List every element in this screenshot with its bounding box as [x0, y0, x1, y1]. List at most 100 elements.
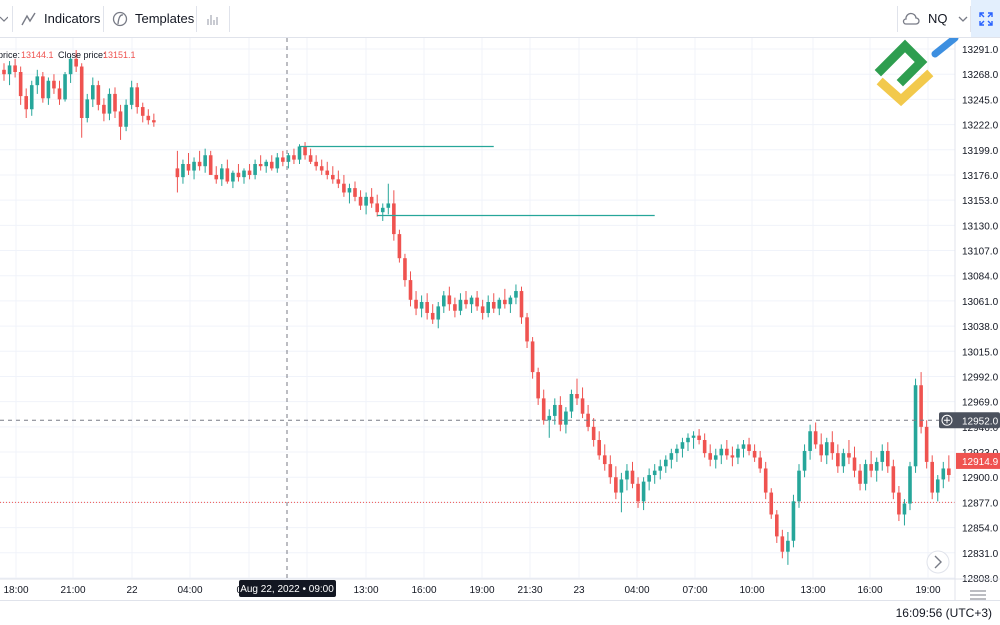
candle-body [29, 85, 34, 110]
toolbar-divider [897, 6, 898, 32]
candle-body [175, 168, 180, 178]
candle-body [486, 302, 490, 313]
candle-body [586, 413, 590, 427]
candle-body [135, 87, 139, 108]
candle-body [475, 297, 479, 307]
candle-body [491, 302, 496, 309]
candle-body [342, 183, 346, 193]
add-level-icon [941, 414, 953, 426]
candle-body [336, 179, 341, 184]
candle-body [236, 172, 241, 178]
crosshair-time-label: Aug 22, 2022 • 09:00 [240, 584, 334, 595]
candle-body [220, 168, 224, 180]
candle-body [525, 317, 529, 342]
candle-body [140, 107, 145, 116]
candle-body [658, 466, 663, 471]
price-axis[interactable]: 13291.0 13268.0 13245.0 13222.0 13199.0 13176… [954, 38, 999, 600]
crosshair-price-label: 12952.0 [962, 416, 999, 427]
candle-body [208, 155, 213, 175]
templates-button[interactable]: Templates [111, 0, 194, 37]
candle-body [7, 65, 12, 75]
axis-settings-icon [970, 590, 986, 600]
candle-body [74, 58, 78, 67]
candle-body [447, 295, 452, 305]
candle-body [730, 455, 735, 458]
candle-body [408, 280, 413, 300]
candle-body [619, 479, 624, 493]
indicators-button[interactable]: Indicators [20, 0, 100, 37]
candle-body [13, 65, 17, 72]
candle-body [264, 161, 268, 167]
candlestick-chart[interactable]: 13291.0 13268.0 13245.0 13222.0 13199.0 13176… [0, 34, 1000, 600]
candle-body [863, 464, 868, 484]
x-tick-label: 19:00 [469, 585, 494, 596]
candle-body [519, 291, 524, 318]
candle-body [608, 464, 613, 478]
candle-body [386, 203, 391, 208]
fullscreen-button[interactable] [971, 0, 1000, 37]
candle-body [652, 470, 657, 476]
scroll-right-button[interactable] [926, 550, 950, 574]
candle-body [919, 385, 923, 427]
toolbar-divider [196, 6, 197, 32]
candle-body [725, 448, 729, 456]
candle-body [152, 120, 156, 123]
settings-lines [970, 590, 986, 600]
candle-body [331, 174, 335, 180]
chevron-right-icon [934, 555, 942, 569]
chart-area[interactable]: 13291.0 13268.0 13245.0 13222.0 13199.0 13176… [0, 34, 1000, 600]
candle-body [874, 461, 879, 471]
candle-body [353, 188, 357, 197]
candle-body [380, 207, 385, 213]
y-tick-label: 12877.0 [962, 498, 999, 509]
y-tick-label: 12831.0 [962, 549, 999, 560]
candle-body [442, 295, 446, 307]
candle-body [930, 461, 934, 493]
bar-chart-button[interactable] [205, 0, 221, 37]
candle-body [802, 450, 807, 471]
candle-body [319, 166, 324, 171]
candle-body [880, 450, 885, 462]
candle-body [458, 299, 463, 311]
status-bar: 16:09:56 (UTC+3) [0, 600, 1000, 625]
candle-body [63, 74, 67, 100]
candle-body [858, 470, 862, 484]
candle-body [686, 437, 690, 443]
x-tick-label: 07:00 [682, 585, 707, 596]
candle-body [469, 297, 474, 305]
candle-body [924, 426, 929, 462]
candle-body [146, 115, 151, 121]
chevron-down-icon[interactable] [0, 0, 10, 37]
candle-body [347, 188, 352, 193]
y-tick-label: 13199.0 [962, 146, 999, 157]
candle-body [275, 157, 280, 169]
candle-body [247, 170, 252, 175]
x-tick-label: 13:00 [353, 585, 378, 596]
candle-body [453, 304, 457, 311]
candle-body [569, 394, 574, 412]
symbol-selector[interactable]: NQ [902, 0, 968, 37]
toolbar-divider [103, 6, 104, 32]
crosshair-time-tag: Aug 22, 2022 • 09:00 [239, 580, 336, 597]
candle-body [664, 459, 668, 467]
candle-body [708, 453, 712, 460]
horizontal-level-lines[interactable] [299, 145, 655, 217]
candle-body [325, 170, 330, 175]
candle-body [369, 196, 374, 204]
candle-body [35, 76, 40, 86]
candle-body [836, 453, 840, 467]
candle-body [630, 470, 635, 484]
y-tick-label: 13130.0 [962, 221, 999, 232]
crosshair [0, 38, 955, 578]
x-tick-label: 18:00 [3, 585, 28, 596]
candle-body [713, 455, 718, 460]
candle-body [281, 157, 285, 162]
candle-body [197, 161, 202, 167]
y-tick-label: 13245.0 [962, 95, 999, 106]
x-tick-label: 19:00 [915, 585, 940, 596]
y-tick-label: 13107.0 [962, 247, 999, 258]
candle-body [102, 104, 106, 114]
x-tick-label: 23 [573, 585, 585, 596]
candle-body [852, 457, 857, 471]
time-axis[interactable]: 18:00 21:00 22 04:00 07:00 10:00 13:00 16:00 19:… [0, 578, 1000, 596]
